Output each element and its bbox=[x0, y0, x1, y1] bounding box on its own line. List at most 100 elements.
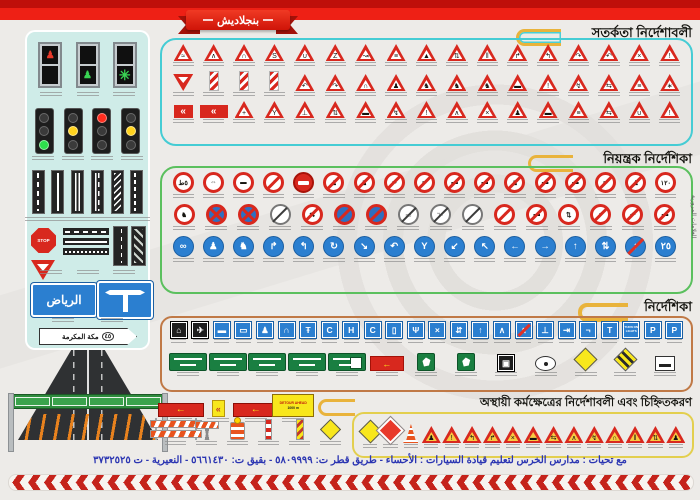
sign-cell: ▬ bbox=[211, 322, 233, 344]
warning-triangle-sign: ↶ bbox=[599, 44, 619, 61]
detour-arrow-sign: ← bbox=[157, 403, 204, 417]
sign-caption bbox=[365, 226, 388, 231]
service-square-sign: ↑ bbox=[472, 322, 489, 338]
sign-caption bbox=[324, 92, 346, 97]
sign-caption bbox=[594, 258, 617, 263]
sign-cell: ↻ bbox=[319, 236, 349, 263]
warning-triangle-sign: ⇆ bbox=[599, 74, 619, 91]
warning-triangle-sign: ♟ bbox=[508, 101, 528, 118]
sign-caption bbox=[375, 372, 398, 377]
sign-cell: DETOUR AHEAD 1000 m bbox=[272, 394, 315, 423]
sign-cell: ↰ bbox=[289, 236, 319, 263]
no-entry-sign bbox=[293, 172, 315, 193]
sign-caption bbox=[195, 441, 218, 446]
t-junction-sign bbox=[97, 281, 153, 319]
sign-cell: ♟ bbox=[666, 426, 686, 449]
detour-ahead-sign: DETOUR AHEAD 1000 m bbox=[272, 394, 315, 417]
sign-cell: ! bbox=[411, 101, 441, 124]
sign-cell: T bbox=[599, 322, 621, 344]
mandatory-circle-sign: ↙ bbox=[444, 236, 466, 257]
prohibition-circle-sign: ▬ bbox=[474, 172, 496, 193]
sign-cell: ∩ bbox=[229, 44, 259, 67]
sign-cell: ♪ bbox=[259, 172, 289, 199]
sign-caption bbox=[537, 62, 559, 67]
pedestrian-signal-red: ♟ bbox=[38, 42, 63, 88]
sign-cell: ♟ bbox=[621, 172, 651, 199]
service-square-sign: ⇥ bbox=[558, 322, 575, 338]
turn-on-lights-sign: TURN ON LIGHTS bbox=[623, 322, 640, 338]
sign-caption bbox=[353, 194, 375, 199]
sign-cell: ♞ bbox=[411, 74, 441, 97]
sign-cell bbox=[446, 353, 486, 377]
sign-cell: ♞ bbox=[500, 172, 530, 199]
sign-cell: × bbox=[427, 322, 449, 344]
sign-caption bbox=[655, 258, 677, 263]
sign-caption bbox=[546, 444, 561, 449]
warning-triangle-sign: ↝ bbox=[356, 44, 376, 61]
sign-caption bbox=[446, 119, 468, 124]
regulatory-section: ٥ط ⇔ ▬ ♪ ♟ ♞ ∞ ∞ ▬ ▬ ♞ ▬ ▬ ∞ ♟ ١٢٠ ♞ ⇆ ▭ ٦٠ ♪ ▬ ⇅ ↱ ↶ ▬ ∞ ♟ ♞ ↱ ↰ ↻ ↘ ↶… bbox=[160, 166, 693, 294]
sign-caption bbox=[515, 339, 532, 344]
mandatory-circle-sign: ↰ bbox=[293, 236, 315, 257]
sign-cell: ٢٥ bbox=[651, 236, 681, 263]
sign-caption bbox=[300, 339, 316, 344]
sign-cell: ▬ bbox=[560, 172, 590, 199]
sign-caption bbox=[324, 62, 346, 67]
mandatory-circle-sign: ← bbox=[504, 236, 526, 257]
sign-cell: C bbox=[319, 322, 341, 344]
footer-credit: مع تحيات : مدارس الخرس لتعليم قيادة السي… bbox=[93, 455, 627, 466]
sign-cell: ♟ bbox=[254, 322, 276, 344]
prohibition-circle-sign: ▬ bbox=[654, 204, 676, 225]
sign-caption bbox=[355, 119, 377, 124]
sign-caption bbox=[192, 339, 208, 344]
warning-triangle-sign: ↷ bbox=[568, 44, 588, 61]
overhead-gantry bbox=[8, 393, 168, 452]
mandatory-circle-sign: ∞ bbox=[172, 236, 194, 257]
sign-caption bbox=[343, 339, 359, 344]
workzone-triangle-sign: ▬ bbox=[523, 426, 543, 443]
sign-caption bbox=[537, 339, 553, 344]
sign-caption bbox=[319, 441, 342, 446]
sign-caption bbox=[534, 372, 557, 377]
service-square-sign: ⌂ bbox=[170, 322, 187, 338]
sign-caption bbox=[628, 92, 650, 97]
guide-section-title: নির্দেশিকা bbox=[644, 299, 692, 314]
a-frame-barricade bbox=[194, 420, 219, 440]
sign-caption bbox=[567, 62, 590, 67]
sign-caption bbox=[257, 441, 280, 446]
traffic-light-red bbox=[92, 108, 112, 154]
sign-cell: ∞ bbox=[409, 172, 439, 199]
sign-caption bbox=[278, 339, 295, 344]
sign-cell: « bbox=[168, 105, 198, 124]
sign-caption bbox=[176, 372, 199, 377]
green-guide-sign bbox=[168, 353, 207, 371]
sign-cell: ↙ bbox=[440, 236, 470, 263]
sign-cell: ∞ bbox=[590, 172, 620, 199]
warning-triangle-sign: ‖ bbox=[477, 44, 497, 61]
warning-triangle-sign: Y bbox=[264, 101, 284, 118]
sign-cell: ∧ bbox=[442, 101, 472, 124]
green-guide-sign bbox=[288, 353, 327, 371]
regulatory-row-3: ∞ ♟ ♞ ↱ ↰ ↻ ↘ ↶ Y ↙ ↖ ← → ↑ ⇅ ↑ ٢٥ bbox=[168, 236, 681, 263]
sign-cell: ⇵ bbox=[448, 322, 470, 344]
sign-cell bbox=[289, 172, 319, 199]
traffic-cone bbox=[403, 424, 419, 443]
sign-cell: ♟ bbox=[502, 101, 532, 124]
sign-caption bbox=[429, 339, 445, 344]
regulatory-label-curl bbox=[528, 155, 573, 172]
sign-caption bbox=[566, 444, 582, 449]
sign-caption bbox=[525, 226, 548, 231]
sign-cell bbox=[407, 353, 447, 377]
sign-cell: ▬ bbox=[649, 204, 681, 231]
prohibition-circle-sign: ∞ bbox=[594, 172, 616, 193]
sign-cell: ⌂ bbox=[168, 322, 190, 344]
sign-caption bbox=[504, 194, 526, 199]
makkah-arrow-sign: ٤٥ مكة المكرمة bbox=[39, 328, 137, 345]
sign-caption bbox=[598, 119, 620, 124]
sign-caption bbox=[659, 92, 681, 97]
service-square-sign: P bbox=[666, 322, 683, 338]
sign-caption bbox=[403, 444, 419, 449]
delineator-post bbox=[265, 419, 272, 440]
warning-triangle-sign: S bbox=[264, 44, 284, 61]
traffic-light-green bbox=[34, 108, 54, 154]
